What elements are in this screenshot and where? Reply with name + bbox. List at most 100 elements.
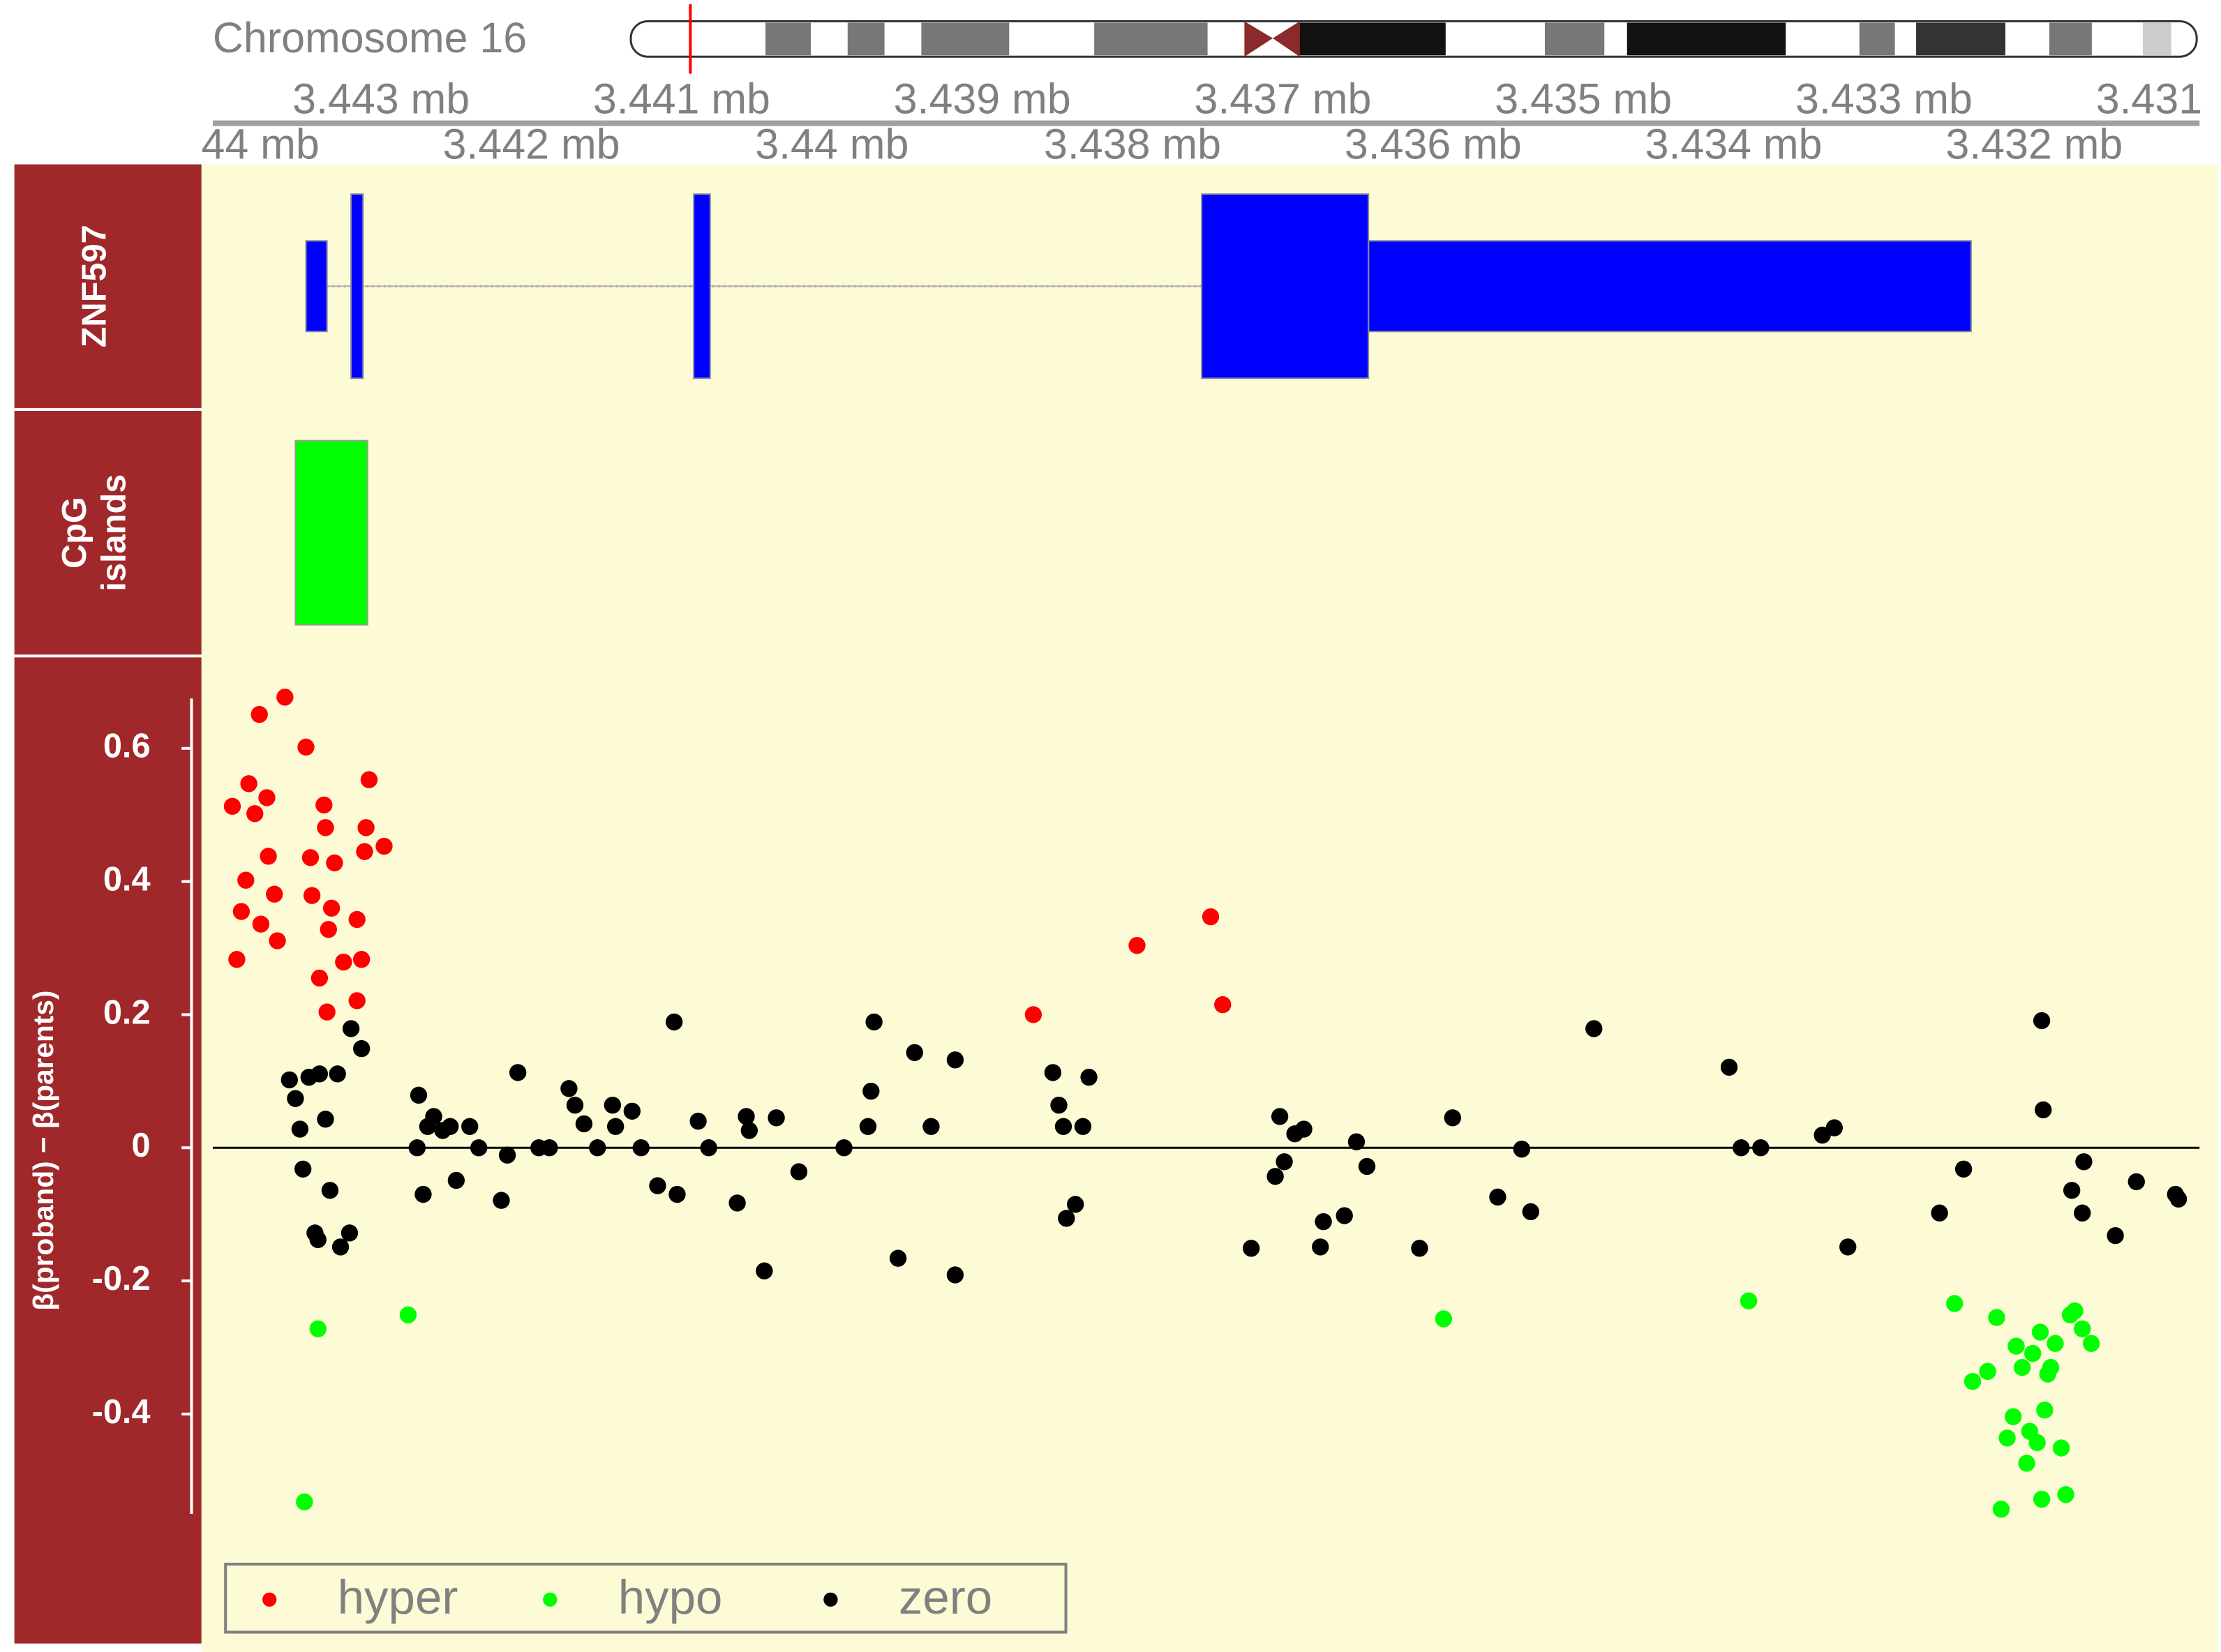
track-panel <box>14 164 202 408</box>
plot-background <box>201 164 2218 1652</box>
legend-marker <box>262 1592 277 1607</box>
point <box>317 1111 334 1128</box>
point <box>1050 1096 1068 1114</box>
point <box>269 932 286 949</box>
point <box>2047 1335 2064 1352</box>
point <box>541 1139 558 1157</box>
point <box>331 1238 350 1256</box>
point <box>2036 1401 2054 1419</box>
point <box>623 1102 641 1120</box>
point <box>1074 1118 1092 1135</box>
point <box>498 1146 516 1164</box>
x-tick-label: 3.438 mb <box>1044 120 1221 167</box>
point <box>266 885 283 903</box>
point <box>311 969 329 987</box>
point <box>425 1108 442 1125</box>
x-tick-label: 3.434 mb <box>1645 120 1823 167</box>
exon <box>350 193 364 380</box>
point <box>303 887 321 904</box>
point <box>223 797 241 815</box>
point <box>2042 1358 2060 1376</box>
point <box>1740 1292 1758 1309</box>
chromosome-label: Chromosome 16 <box>213 14 527 61</box>
point <box>2169 1190 2188 1208</box>
point <box>1489 1188 1506 1206</box>
point <box>1733 1139 1750 1157</box>
point <box>1522 1203 1539 1221</box>
point <box>1315 1212 1332 1231</box>
point <box>237 871 255 889</box>
point <box>1044 1064 1062 1081</box>
point <box>862 1082 880 1100</box>
point <box>461 1118 479 1135</box>
point <box>2107 1226 2124 1245</box>
point <box>294 1160 312 1178</box>
point <box>1979 1362 1996 1380</box>
point <box>1992 1501 2010 1518</box>
x-tick-label: 3.442 mb <box>443 120 620 167</box>
point <box>1945 1295 1964 1312</box>
x-tick-label: 3.441 mb <box>593 75 770 122</box>
point <box>1271 1108 1289 1125</box>
point <box>649 1177 666 1194</box>
exon <box>1201 193 1370 380</box>
point <box>865 1013 883 1031</box>
point <box>668 1185 686 1203</box>
point <box>2057 1486 2074 1503</box>
point <box>1347 1133 1366 1150</box>
x-tick-label: 3.431 mb <box>2096 75 2221 122</box>
point <box>1276 1153 1293 1171</box>
point <box>1513 1140 1531 1158</box>
point <box>408 1139 426 1157</box>
point <box>1024 1006 1042 1023</box>
point <box>1080 1068 1098 1086</box>
point <box>2075 1153 2093 1171</box>
point <box>1444 1109 1461 1127</box>
point <box>493 1192 510 1209</box>
point <box>740 1122 758 1139</box>
exon <box>1368 240 1972 333</box>
x-tick-label: 3.437 mb <box>1194 75 1371 122</box>
point <box>2028 1434 2046 1452</box>
point <box>317 819 334 836</box>
point <box>1720 1058 1738 1076</box>
point <box>509 1064 527 1081</box>
point <box>356 843 373 860</box>
point <box>2004 1408 2022 1425</box>
point <box>1964 1372 1982 1390</box>
point <box>2007 1337 2025 1355</box>
point <box>335 953 352 971</box>
point <box>2063 1182 2081 1199</box>
legend-label: zero <box>899 1570 992 1624</box>
point <box>606 1118 625 1135</box>
y-tick-label: 0.4 <box>103 860 151 898</box>
y-axis-title: β(proband) − β(parents) <box>27 991 59 1311</box>
point <box>442 1118 459 1135</box>
point <box>906 1044 923 1061</box>
point <box>258 789 276 806</box>
point <box>768 1109 785 1127</box>
x-tick-label: 3.44 mb <box>755 120 908 167</box>
point <box>2035 1101 2052 1119</box>
point <box>575 1115 593 1133</box>
exon <box>305 240 328 333</box>
point <box>250 705 268 723</box>
point <box>352 1039 371 1058</box>
point <box>859 1118 877 1135</box>
point <box>322 899 341 917</box>
point <box>447 1171 465 1189</box>
x-tick-label: 3.436 mb <box>1345 120 1522 167</box>
point <box>1214 996 1232 1014</box>
point <box>1336 1207 1353 1224</box>
point <box>240 775 257 793</box>
x-tick-label: 3.443 mb <box>292 75 470 122</box>
point <box>756 1262 773 1279</box>
point <box>2066 1302 2084 1320</box>
point <box>2074 1320 2091 1337</box>
point <box>1054 1118 1072 1135</box>
point <box>252 915 270 933</box>
point <box>2074 1204 2091 1222</box>
track-panel <box>14 657 202 1644</box>
point <box>470 1139 488 1157</box>
point <box>1295 1120 1313 1138</box>
